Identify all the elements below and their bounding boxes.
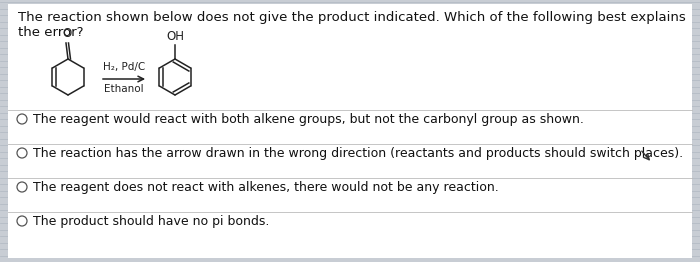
Text: the error?: the error? (18, 26, 83, 39)
Text: Ethanol: Ethanol (104, 84, 144, 94)
Text: The reagent does not react with alkenes, there would not be any reaction.: The reagent does not react with alkenes,… (33, 181, 498, 194)
Text: OH: OH (166, 30, 184, 43)
Text: H₂, Pd/C: H₂, Pd/C (103, 62, 145, 72)
FancyBboxPatch shape (8, 4, 692, 258)
Text: The reaction shown below does not give the product indicated. Which of the follo: The reaction shown below does not give t… (18, 11, 686, 24)
Text: The product should have no pi bonds.: The product should have no pi bonds. (33, 215, 270, 227)
Text: The reaction has the arrow drawn in the wrong direction (reactants and products : The reaction has the arrow drawn in the … (33, 146, 683, 160)
Text: O: O (62, 27, 71, 40)
Text: The reagent would react with both alkene groups, but not the carbonyl group as s: The reagent would react with both alkene… (33, 112, 584, 125)
